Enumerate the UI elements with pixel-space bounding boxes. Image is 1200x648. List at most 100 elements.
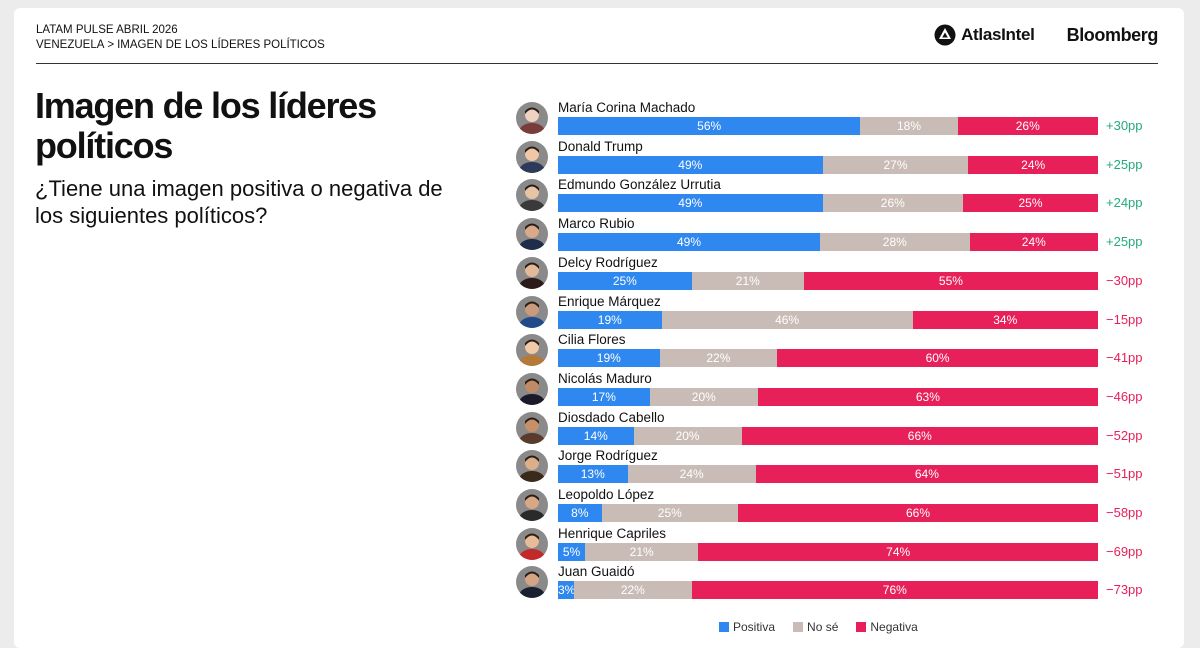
person-icon <box>516 218 548 251</box>
bar-segment-negative: 74% <box>698 542 1098 561</box>
net-label: +30pp <box>1106 118 1143 133</box>
bar-segment-positive: 49% <box>558 155 823 174</box>
bar-segment-neutral: 20% <box>633 426 742 445</box>
net-label: −41pp <box>1106 350 1143 366</box>
net-label: −51pp <box>1106 466 1143 482</box>
politician-name: Nicolás Maduro <box>558 370 652 386</box>
bar-segment-negative: 66% <box>741 426 1098 445</box>
net-label: −73pp <box>1106 582 1143 598</box>
net-label: −46pp <box>1106 388 1143 404</box>
legend-label: Positiva <box>733 620 776 634</box>
legend-item: No sé <box>793 620 838 634</box>
politician-avatar <box>516 527 548 560</box>
bar-segment-neutral: 27% <box>822 155 969 174</box>
stacked-bar: 49% 28% 24% <box>558 233 1098 252</box>
person-icon <box>516 566 548 599</box>
politician-avatar <box>516 566 548 599</box>
chart-row: Edmundo González Urrutia 49% 26% 25% +24pp <box>514 177 1164 215</box>
legend-swatch <box>793 622 804 632</box>
stacked-bar: 17% 20% 63% <box>558 387 1098 406</box>
bar-segment-positive: 56% <box>558 117 861 135</box>
bar-segment-positive: 49% <box>558 194 823 213</box>
bar-segment-negative: 24% <box>969 233 1098 252</box>
chart-row: Delcy Rodríguez 25% 21% 55% −30pp <box>514 255 1164 293</box>
chart-row: Henrique Capriles 5% 21% 74% −69pp <box>514 526 1164 564</box>
bar-segment-positive: 19% <box>558 349 660 368</box>
politician-avatar <box>516 334 548 367</box>
bar-segment-positive: 8% <box>558 504 602 522</box>
bar-segment-neutral: 18% <box>860 117 958 135</box>
stacked-bar: 56% 18% 26% <box>558 117 1098 135</box>
bar-segment-neutral: 22% <box>659 349 778 368</box>
politician-name: Leopoldo López <box>558 487 655 502</box>
chart-card: LATAM PULSE ABRIL 2026 VENEZUELA > IMAGEN … <box>14 8 1184 648</box>
chart-row: Marco Rubio 49% 28% 24% +25pp <box>514 216 1164 254</box>
net-label: −52pp <box>1106 427 1143 443</box>
net-label: +25pp <box>1106 156 1143 172</box>
bar-segment-neutral: 46% <box>661 310 913 329</box>
legend-item: Negativa <box>856 620 918 634</box>
atlasintel-mark-icon <box>934 24 956 46</box>
politician-name: Diosdado Cabello <box>558 409 665 425</box>
bar-segment-positive: 14% <box>558 426 634 445</box>
stacked-bar: 19% 46% 34% <box>558 310 1098 329</box>
legend-label: No sé <box>807 620 839 634</box>
person-icon <box>516 179 548 212</box>
bar-segment-positive: 17% <box>558 387 650 406</box>
politician-avatar <box>516 489 548 521</box>
bar-segment-positive: 19% <box>558 310 662 329</box>
bar-segment-negative: 66% <box>737 504 1098 522</box>
chart-row: María Corina Machado 56% 18% 26% +30pp <box>514 100 1164 138</box>
chart-row: Juan Guaidó 3% 22% 76% −73pp <box>514 564 1164 602</box>
chart-legend: Positiva No sé Negativa <box>719 620 918 634</box>
bloomberg-logo: Bloomberg <box>1066 24 1159 45</box>
stacked-bar: 19% 22% 60% <box>558 349 1098 368</box>
chart-row: Enrique Márquez 19% 46% 34% −15pp <box>514 294 1164 332</box>
chart-row: Donald Trump 49% 27% 24% +25pp <box>514 139 1164 177</box>
survey-label: LATAM PULSE ABRIL 2026 <box>36 24 178 36</box>
person-icon <box>516 295 548 328</box>
stacked-bar: 13% 24% 64% <box>558 465 1098 484</box>
politician-avatar <box>516 256 548 289</box>
bar-segment-negative: 64% <box>755 465 1098 484</box>
bar-segment-negative: 26% <box>957 117 1098 135</box>
person-icon <box>516 450 548 483</box>
politician-name: Jorge Rodríguez <box>558 448 658 464</box>
breadcrumb-country: VENEZUELA <box>36 39 105 51</box>
header-divider <box>36 63 1158 64</box>
person-icon <box>516 102 548 134</box>
breadcrumb: VENEZUELA > IMAGEN DE LOS LÍDERES POLÍTICO… <box>36 38 325 53</box>
stacked-bar: 8% 25% 66% <box>558 504 1098 522</box>
chart-row: Nicolás Maduro 17% 20% 63% −46pp <box>514 371 1164 409</box>
bar-segment-negative: 25% <box>962 194 1098 213</box>
person-icon <box>516 527 548 560</box>
net-label: −58pp <box>1106 505 1143 520</box>
bar-segment-positive: 3% <box>558 581 576 600</box>
politician-avatar <box>516 102 548 134</box>
politician-name: Henrique Capriles <box>558 525 667 541</box>
stacked-bar: 14% 20% 66% <box>558 426 1098 445</box>
bar-segment-negative: 60% <box>777 349 1098 368</box>
bar-segment-positive: 25% <box>558 271 692 290</box>
bar-segment-negative: 55% <box>803 271 1098 290</box>
net-label: +25pp <box>1106 234 1143 250</box>
bar-segment-neutral: 28% <box>819 233 970 252</box>
chart-row: Leopoldo López 8% 25% 66% −58pp <box>514 487 1164 525</box>
bar-segment-neutral: 22% <box>574 581 692 600</box>
net-label: −69pp <box>1106 543 1143 559</box>
bar-segment-neutral: 25% <box>601 504 738 522</box>
politician-name: María Corina Machado <box>558 100 696 115</box>
person-icon <box>516 489 548 521</box>
person-icon <box>516 411 548 444</box>
net-label: +24pp <box>1106 195 1143 211</box>
bar-segment-neutral: 21% <box>691 271 804 290</box>
header-meta: LATAM PULSE ABRIL 2026 VENEZUELA > IMAGEN … <box>36 23 325 53</box>
atlasintel-logo: AtlasIntel <box>934 24 1035 46</box>
stacked-bar: 49% 26% 25% <box>558 194 1098 213</box>
bar-segment-neutral: 24% <box>627 465 756 484</box>
politician-name: Marco Rubio <box>558 216 635 232</box>
person-icon <box>516 334 548 367</box>
logos: AtlasIntel Bloomberg <box>934 24 1158 46</box>
bar-segment-positive: 49% <box>558 233 820 252</box>
politician-name: Enrique Márquez <box>558 293 661 309</box>
